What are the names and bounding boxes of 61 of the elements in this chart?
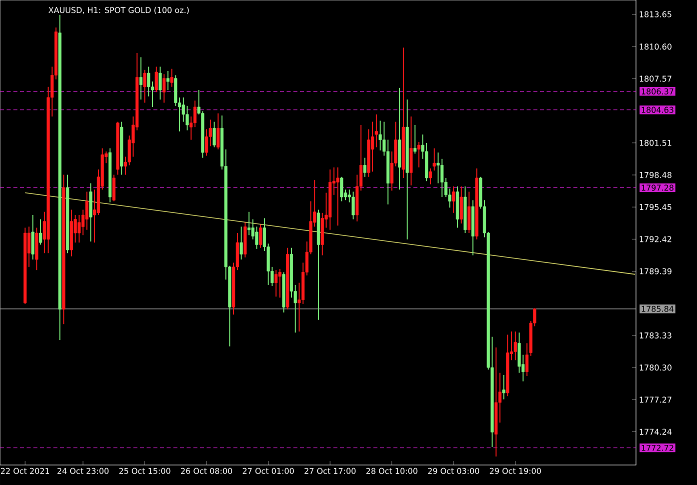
x-tick-label: 25 Oct 15:00 — [119, 468, 170, 474]
candlestick — [154, 66, 158, 93]
x-tick-label: 26 Oct 08:00 — [181, 468, 232, 474]
candlestick — [166, 70, 170, 90]
candlestick — [352, 191, 355, 220]
y-tick-label: 1789.39 — [640, 268, 672, 274]
candlestick — [193, 100, 197, 128]
candlestick — [340, 176, 344, 202]
y-tick-label: 1774.24 — [640, 428, 672, 435]
ref-line-label: 1804.63 — [642, 106, 674, 113]
candlestick — [38, 218, 42, 246]
y-tick-label: 1810.60 — [640, 44, 672, 50]
candlestick — [274, 270, 278, 298]
x-tick-label: 28 Oct 10:00 — [366, 468, 418, 474]
candlestick — [467, 191, 471, 234]
ref-line-label: 1797.28 — [642, 184, 674, 191]
x-tick-label: 22 Oct 2021 — [0, 468, 50, 474]
candlestick — [278, 268, 282, 298]
candlestick — [452, 186, 456, 214]
text: XAUUSD, H1: SPOT GOLD (100 oz.) — [48, 6, 189, 14]
candlestick — [440, 158, 444, 198]
y-tick-label: 1813.65 — [640, 11, 672, 18]
candlestick — [112, 174, 116, 202]
candlestick — [417, 141, 420, 168]
ref-line-label: 1772.72 — [642, 444, 674, 451]
y-tick-label: 1801.51 — [640, 140, 672, 146]
ref-line-label: 1806.37 — [642, 88, 674, 94]
candlestick — [502, 374, 506, 400]
candlestick — [363, 157, 366, 178]
y-tick-label: 1795.45 — [640, 204, 672, 210]
ref-line-label: 1785.84 — [642, 306, 674, 312]
candlestick — [170, 68, 174, 88]
x-tick-label: 27 Oct 01:00 — [242, 468, 294, 474]
candlestick — [212, 121, 216, 148]
candlestick — [259, 224, 262, 248]
candlestick — [31, 214, 34, 260]
candlestick — [370, 121, 374, 172]
y-tick-label: 1777.27 — [640, 396, 672, 403]
candlestick — [514, 331, 517, 361]
x-tick-label: 29 Oct 03:00 — [428, 468, 480, 474]
candlestick — [143, 69, 146, 104]
candlestick — [139, 56, 142, 100]
candlestick — [240, 226, 243, 260]
candlestick — [413, 124, 417, 154]
y-tick-label: 1783.33 — [640, 332, 672, 338]
candlestick — [336, 166, 340, 226]
candlestick — [158, 66, 162, 100]
candlestick — [247, 211, 251, 236]
candlestick — [204, 128, 208, 156]
y-tick-label: 1807.57 — [640, 76, 672, 82]
y-tick-label: 1798.48 — [640, 172, 672, 178]
y-tick-label: 1780.30 — [640, 364, 672, 371]
candlestick — [216, 112, 220, 150]
candlestick — [428, 168, 432, 185]
x-tick-label: 27 Oct 17:00 — [304, 468, 356, 474]
x-tick-label: 24 Oct 23:00 — [58, 468, 109, 474]
candlestick — [460, 186, 463, 224]
candlestick — [432, 148, 436, 171]
y-tick-label: 1792.42 — [640, 236, 672, 242]
x-tick-label: 29 Oct 19:00 — [490, 468, 541, 474]
candlestick — [162, 74, 166, 104]
